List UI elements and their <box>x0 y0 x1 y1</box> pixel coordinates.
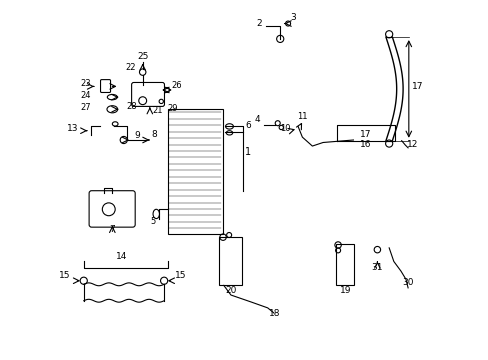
Text: 3: 3 <box>290 13 295 22</box>
Text: 13: 13 <box>67 124 78 133</box>
Text: 28: 28 <box>126 102 137 111</box>
Text: 6: 6 <box>244 121 250 130</box>
Text: 7: 7 <box>109 225 115 234</box>
Text: 25: 25 <box>137 52 148 61</box>
Text: 8: 8 <box>151 130 157 139</box>
Text: 11: 11 <box>297 112 307 121</box>
Text: 16: 16 <box>360 140 371 149</box>
Text: 18: 18 <box>268 309 280 318</box>
Text: 15: 15 <box>59 271 70 280</box>
Text: 24: 24 <box>80 91 91 100</box>
Bar <box>167 109 223 234</box>
Text: 22: 22 <box>125 63 136 72</box>
Text: 30: 30 <box>402 278 413 287</box>
Text: 17: 17 <box>360 130 371 139</box>
Text: 23: 23 <box>80 80 91 89</box>
Text: 31: 31 <box>371 263 383 272</box>
Text: 9: 9 <box>134 131 140 140</box>
Bar <box>335 244 353 285</box>
Text: 15: 15 <box>175 271 186 280</box>
Text: 26: 26 <box>171 81 182 90</box>
Text: 1: 1 <box>244 147 251 157</box>
Text: 17: 17 <box>411 82 422 91</box>
Text: 21: 21 <box>152 106 163 115</box>
Text: 14: 14 <box>115 252 127 261</box>
Text: 10: 10 <box>280 124 290 133</box>
Text: 2: 2 <box>256 19 261 28</box>
Bar <box>219 237 241 285</box>
Text: 27: 27 <box>80 103 91 112</box>
Text: 29: 29 <box>167 104 178 113</box>
Text: 4: 4 <box>254 116 259 125</box>
Text: 5: 5 <box>150 217 155 226</box>
Text: 20: 20 <box>225 285 236 294</box>
Text: 12: 12 <box>406 140 418 149</box>
Text: 19: 19 <box>339 285 350 294</box>
